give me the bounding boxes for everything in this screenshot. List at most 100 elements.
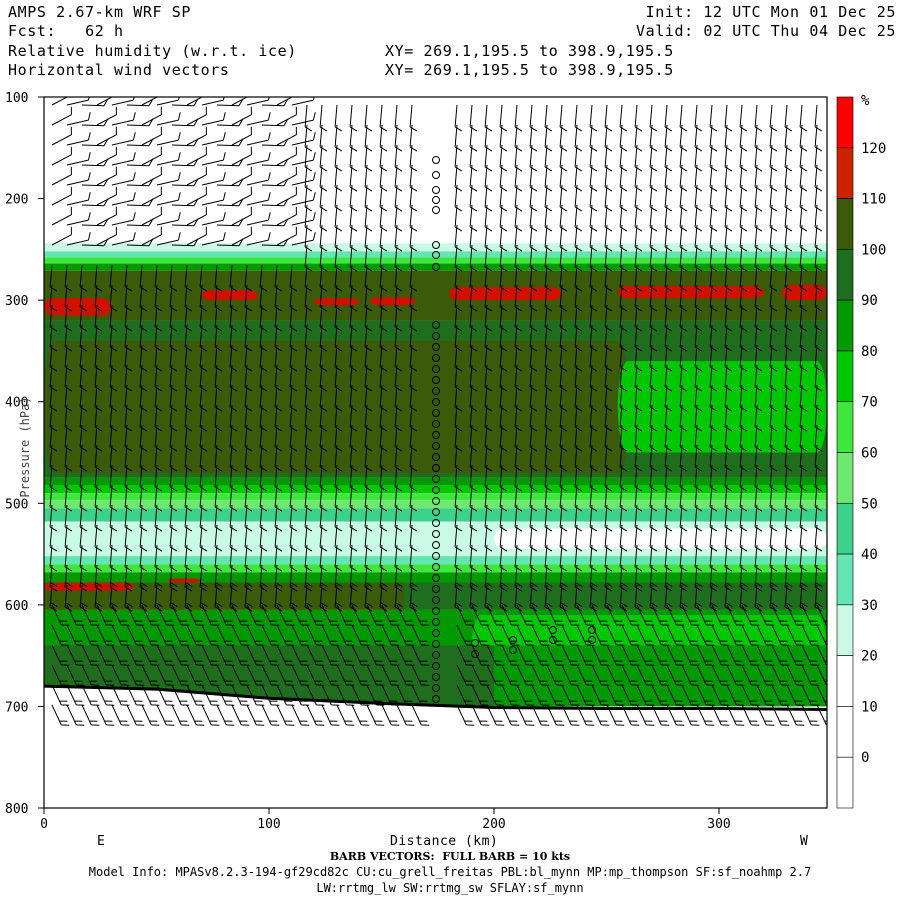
wind-barb <box>604 284 613 312</box>
wind-barb <box>604 164 613 192</box>
wind-barb <box>379 384 388 412</box>
wind-barb <box>681 644 700 666</box>
wind-barb <box>169 484 178 512</box>
wind-barb <box>621 664 640 686</box>
wind-barb <box>394 264 403 292</box>
colorbar-label: 60 <box>861 446 878 462</box>
wind-barb <box>109 384 118 412</box>
wind-barb <box>169 544 178 572</box>
wind-barb <box>574 384 583 412</box>
wind-barb <box>591 624 610 646</box>
wind-barb <box>681 664 700 686</box>
wind-barb <box>321 664 340 686</box>
wind-barb <box>544 324 553 352</box>
wind-barb <box>619 404 628 432</box>
wind-barb <box>574 164 583 192</box>
wind-barb <box>289 524 298 552</box>
wind-barb <box>621 604 640 626</box>
wind-barb <box>409 184 418 212</box>
wind-barb <box>679 324 688 352</box>
wind-barb <box>724 224 733 252</box>
wind-barb <box>559 564 568 592</box>
wind-barb <box>514 444 523 472</box>
calm-wind-marker <box>432 497 440 505</box>
wind-barb <box>276 166 297 186</box>
wind-barb <box>216 664 235 686</box>
wind-barb <box>364 404 373 432</box>
forecast-hour: Fcst: 62 h <box>8 23 124 40</box>
wind-barb <box>814 524 823 552</box>
wind-barb <box>634 224 643 252</box>
wind-barb <box>694 164 703 192</box>
wind-barb <box>154 284 163 312</box>
wind-barb <box>649 344 658 372</box>
wind-barb <box>604 444 613 472</box>
wind-barb <box>469 144 478 172</box>
wind-barb <box>499 404 508 432</box>
wind-barb <box>784 144 793 172</box>
wind-barb <box>696 684 715 706</box>
wind-barb <box>814 444 823 472</box>
colorbar-swatch <box>836 706 854 758</box>
wind-barb <box>349 344 358 372</box>
wind-barb <box>739 364 748 392</box>
wind-barb <box>589 204 598 232</box>
wind-barb <box>561 684 580 706</box>
wind-barb <box>156 192 181 206</box>
wind-barb <box>724 404 733 432</box>
wind-barb <box>696 604 715 626</box>
wind-barb <box>379 224 388 252</box>
wind-barb <box>799 424 808 452</box>
wind-barb <box>274 504 283 532</box>
wind-barb <box>96 166 117 186</box>
wind-barb <box>709 524 718 552</box>
wind-barb <box>666 624 685 646</box>
wind-barb <box>379 344 388 372</box>
wind-barb <box>259 524 268 552</box>
wind-barb <box>559 284 568 312</box>
wind-barb <box>274 264 283 292</box>
wind-barb <box>636 684 655 706</box>
wind-barb <box>259 564 268 592</box>
wind-barb <box>679 524 688 552</box>
wind-barb <box>306 624 325 646</box>
wind-barb <box>739 324 748 352</box>
rh-gt110-patch-0 <box>44 298 112 316</box>
wind-barb <box>126 198 154 207</box>
wind-barb <box>79 264 88 292</box>
wind-barb <box>184 444 193 472</box>
wind-barb <box>289 284 298 312</box>
wind-barb <box>816 684 827 706</box>
wind-barb <box>816 604 827 626</box>
rh-gt110-patch-3 <box>370 297 416 306</box>
wind-barb <box>169 464 178 492</box>
wind-barb <box>754 164 763 192</box>
wind-barb <box>321 644 340 666</box>
wind-barb <box>604 224 613 252</box>
wind-barb <box>814 344 823 372</box>
wind-barb <box>126 138 154 147</box>
wind-barb <box>379 464 388 492</box>
wind-barb <box>709 264 718 292</box>
wind-barb <box>544 384 553 412</box>
wind-barb <box>169 324 178 352</box>
wind-barb <box>334 364 343 392</box>
wind-barb <box>799 384 808 412</box>
wind-barb <box>379 544 388 572</box>
wind-barb <box>709 364 718 392</box>
wind-barb <box>319 144 328 172</box>
wind-barb <box>156 132 181 146</box>
wind-barb <box>141 704 160 726</box>
wind-barb <box>229 444 238 472</box>
wind-barb <box>66 644 85 666</box>
wind-barb <box>604 484 613 512</box>
wind-barb <box>336 624 355 646</box>
wind-barb <box>126 98 154 107</box>
wind-barb <box>559 124 568 152</box>
wind-barb <box>81 98 109 107</box>
wind-barb <box>49 284 58 312</box>
colorbar-label: 80 <box>861 344 878 360</box>
wind-barb <box>276 106 297 126</box>
wind-barb <box>754 464 763 492</box>
wind-barb <box>574 424 583 452</box>
